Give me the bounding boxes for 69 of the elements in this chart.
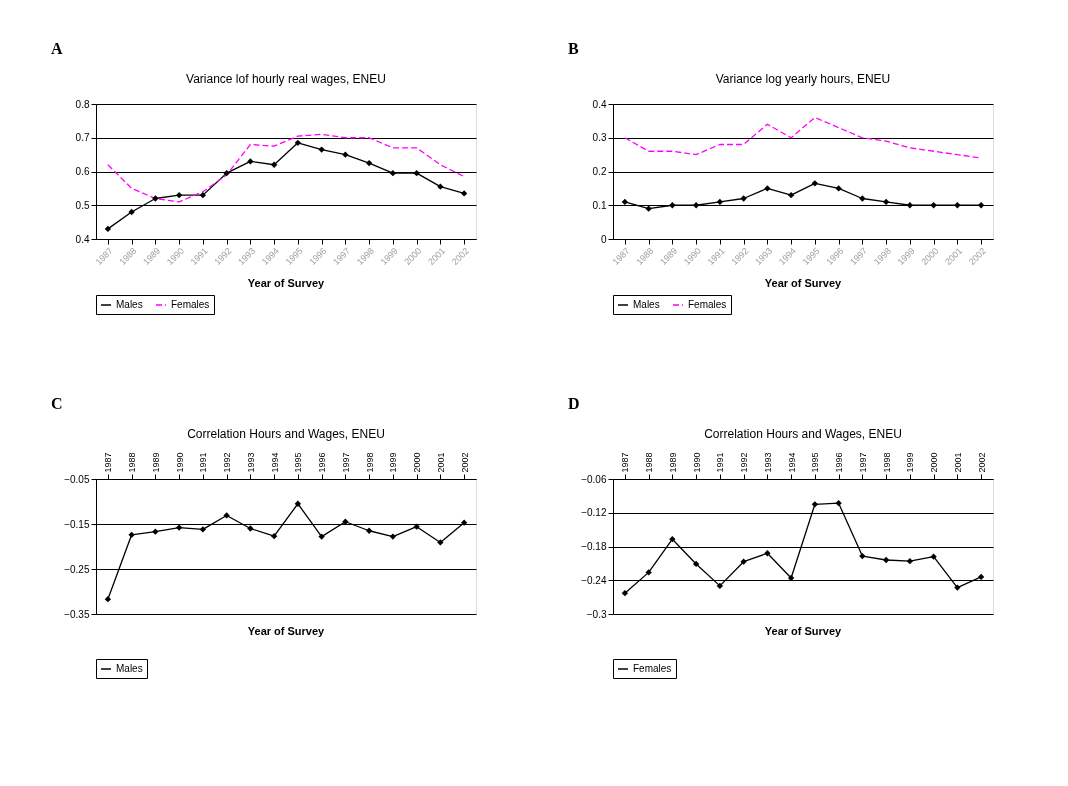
y-tick-label: −0.3 — [586, 608, 607, 620]
x-tick-label: 2001 — [435, 452, 446, 473]
x-tick-label: 1991 — [198, 452, 209, 473]
chart-title: Correlation Hours and Wages, ENEU — [704, 427, 902, 441]
text: B — [568, 40, 579, 57]
chart-title: Variance log yearly hours, ENEU — [715, 72, 891, 86]
x-axis-title: Year of Survey — [247, 277, 326, 289]
legend-label: Females — [633, 663, 672, 674]
legend-label: Females — [171, 299, 210, 310]
y-tick-label: 0.2 — [592, 166, 607, 177]
y-tick-label: −0.12 — [581, 507, 607, 519]
x-tick-label: 1994 — [269, 452, 280, 473]
x-tick-label: 1995 — [293, 452, 304, 473]
x-tick-label: 2002 — [459, 452, 470, 473]
x-tick-label: 1996 — [317, 452, 328, 473]
y-tick-label: −0.06 — [581, 473, 607, 485]
y-tick-label: −0.05 — [64, 473, 90, 485]
x-tick-label: 1993 — [762, 452, 773, 473]
y-tick-label: 0.8 — [75, 98, 90, 110]
x-tick-label: 1988 — [644, 452, 655, 473]
chart-title: Correlation Hours and Wages, ENEU — [187, 427, 385, 441]
x-tick-label: 1999 — [388, 452, 399, 473]
y-tick-label: −0.15 — [64, 518, 90, 530]
y-tick-label: 0.6 — [75, 166, 90, 177]
y-tick-label: −0.24 — [581, 574, 607, 586]
x-tick-label: 1989 — [150, 452, 161, 473]
text: D — [568, 395, 580, 412]
y-tick-label: 0.4 — [592, 98, 607, 110]
text: A — [51, 40, 63, 57]
text: C — [51, 395, 63, 412]
y-tick-label: 0.7 — [75, 132, 90, 144]
x-tick-label: 1987 — [620, 452, 631, 473]
x-tick-label: 1989 — [667, 452, 678, 473]
legend-label: Females — [688, 299, 727, 310]
y-tick-label: −0.25 — [64, 563, 90, 575]
x-tick-label: 1998 — [364, 452, 375, 473]
x-tick-label: 1993 — [245, 452, 256, 473]
x-tick-label: 1996 — [834, 452, 845, 473]
y-tick-label: 0.4 — [75, 233, 90, 245]
x-tick-label: 1998 — [881, 452, 892, 473]
y-tick-label: 0.1 — [592, 199, 607, 211]
x-tick-label: 1992 — [222, 452, 233, 473]
y-tick-label: −0.18 — [581, 541, 607, 552]
x-tick-label: 1999 — [905, 452, 916, 473]
x-tick-label: 1991 — [715, 452, 726, 473]
legend-label: Males — [633, 299, 660, 310]
x-axis-title: Year of Survey — [764, 277, 843, 289]
x-tick-label: 1997 — [340, 452, 351, 473]
x-tick-label: 2002 — [976, 452, 987, 473]
legend-label: Males — [116, 299, 143, 310]
x-tick-label: 1990 — [691, 452, 702, 473]
x-tick-label: 2000 — [929, 452, 940, 473]
x-tick-label: 1990 — [174, 452, 185, 473]
x-tick-label: 1995 — [810, 452, 821, 473]
x-tick-label: 2000 — [412, 452, 423, 473]
y-tick-label: 0 — [600, 233, 607, 245]
x-tick-label: 1994 — [786, 452, 797, 473]
y-tick-label: 0.3 — [592, 132, 607, 144]
x-tick-label: 1992 — [739, 452, 750, 473]
x-tick-label: 1988 — [127, 452, 138, 473]
y-tick-label: −0.35 — [64, 608, 90, 620]
x-tick-label: 1987 — [103, 452, 114, 473]
legend-label: Males — [116, 663, 143, 674]
x-tick-label: 1997 — [857, 452, 868, 473]
x-axis-title: Year of Survey — [247, 625, 326, 637]
x-axis-title: Year of Survey — [764, 625, 843, 637]
y-tick-label: 0.5 — [75, 199, 90, 211]
x-tick-label: 2001 — [952, 452, 963, 473]
chart-title: Variance lof hourly real wages, ENEU — [186, 72, 386, 86]
